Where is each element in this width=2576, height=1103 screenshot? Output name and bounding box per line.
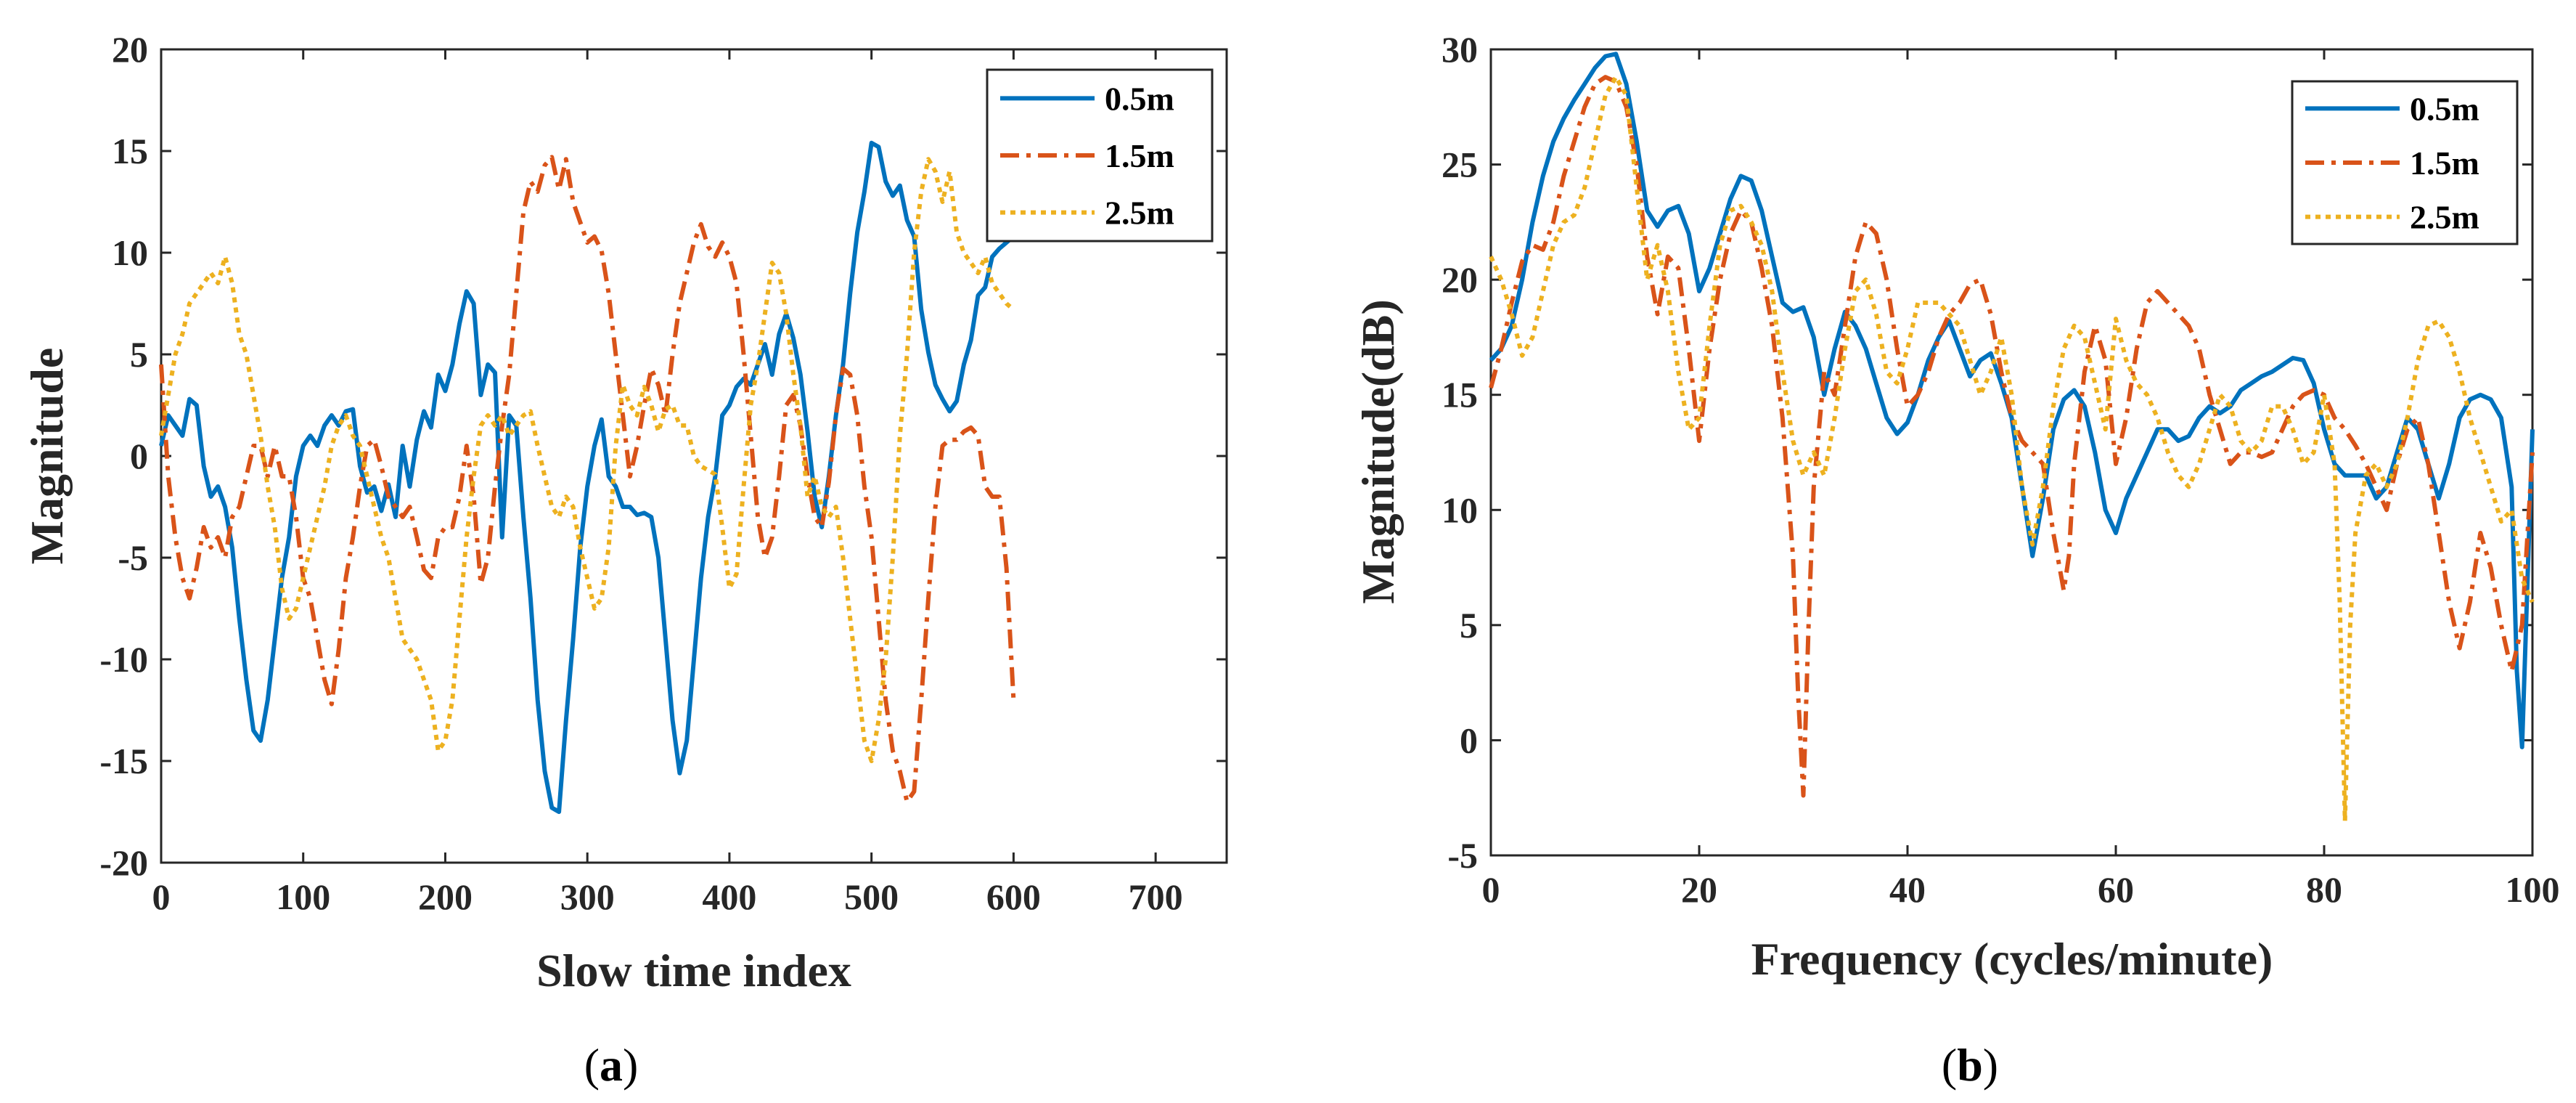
x-tick-label: 0	[152, 876, 171, 917]
y-axis-label-a: Magnitude	[21, 348, 73, 565]
y-tick-label: -5	[1447, 835, 1478, 876]
y-tick-label: -10	[99, 639, 148, 680]
y-tick-label: 15	[1442, 375, 1478, 415]
x-tick-label: 100	[2506, 869, 2560, 910]
y-tick-label: 0	[1460, 720, 1478, 760]
y-tick-label: 20	[1442, 259, 1478, 300]
x-tick-label: 400	[702, 876, 756, 917]
y-tick-label: 15	[112, 131, 148, 171]
legend-b: 0.5m 1.5m 2.5m	[2291, 80, 2519, 245]
legend-label: 1.5m	[2410, 145, 2479, 182]
y-tick-label: 0	[130, 436, 148, 476]
legend-box	[986, 68, 1214, 243]
y-tick-label: 20	[112, 29, 148, 70]
legend-label: 2.5m	[1105, 195, 1174, 232]
legend-label: 2.5m	[2410, 199, 2479, 236]
x-tick-label: 200	[418, 876, 473, 917]
panel-letter-a: a	[600, 1039, 623, 1091]
x-axis-label-b: Frequency (cycles/minute)	[1751, 933, 2273, 985]
series-lines-b	[1489, 52, 2535, 823]
x-tick-label: 500	[844, 876, 899, 917]
y-tick-label: 5	[1460, 605, 1478, 646]
legend-box	[2291, 80, 2519, 245]
x-tick-label: 600	[986, 876, 1041, 917]
series-line-2.5m	[159, 157, 1015, 763]
legend-label: 0.5m	[2410, 90, 2479, 127]
y-tick-label: 30	[1442, 29, 1478, 70]
x-tick-label: 100	[276, 876, 330, 917]
series-line-2.5m	[1489, 75, 2535, 823]
chart-panel-a: 0 100 200 300 400 500 600 700 -20 -15 -10 -5 0 5 10 15…	[21, 29, 1228, 996]
y-axis-label-b: Magnitude(dB)	[1352, 299, 1404, 604]
series-line-1.5m	[1489, 75, 2535, 798]
x-tick-label: 80	[2306, 869, 2342, 910]
y-tick-label: -5	[118, 537, 148, 578]
x-tick-label: 20	[1681, 869, 1717, 910]
y-tick-label: 10	[112, 232, 148, 273]
y-tick-label: -15	[99, 741, 148, 781]
y-axis-b: -5 0 5 10 15 20 25 30	[1442, 29, 2532, 876]
x-axis-a: 0 100 200 300 400 500 600 700	[152, 49, 1183, 917]
y-tick-label: -20	[99, 842, 148, 883]
series-line-0.5m	[159, 140, 1015, 814]
x-tick-label: 300	[560, 876, 615, 917]
panel-letter-b: b	[1957, 1039, 1983, 1091]
legend-label: 0.5m	[1105, 80, 1174, 117]
legend-a: 0.5m 1.5m 2.5m	[986, 68, 1214, 243]
x-axis-label-a: Slow time index	[536, 945, 851, 996]
panel-label-a: (a)	[584, 1039, 639, 1091]
panel-label-b: (b)	[1942, 1039, 1998, 1091]
series-lines-a	[159, 140, 1016, 814]
y-tick-label: 25	[1442, 145, 1478, 185]
y-tick-label: 5	[130, 334, 148, 375]
legend-label: 1.5m	[1105, 137, 1174, 174]
x-tick-label: 0	[1482, 869, 1500, 910]
x-tick-label: 40	[1889, 869, 1926, 910]
y-axis-a: -20 -15 -10 -5 0 5 10 15 20	[99, 29, 1227, 883]
x-tick-label: 700	[1129, 876, 1183, 917]
x-tick-label: 60	[2098, 869, 2134, 910]
y-tick-label: 10	[1442, 489, 1478, 530]
x-axis-b: 0 20 40 60 80 100	[1482, 49, 2560, 910]
